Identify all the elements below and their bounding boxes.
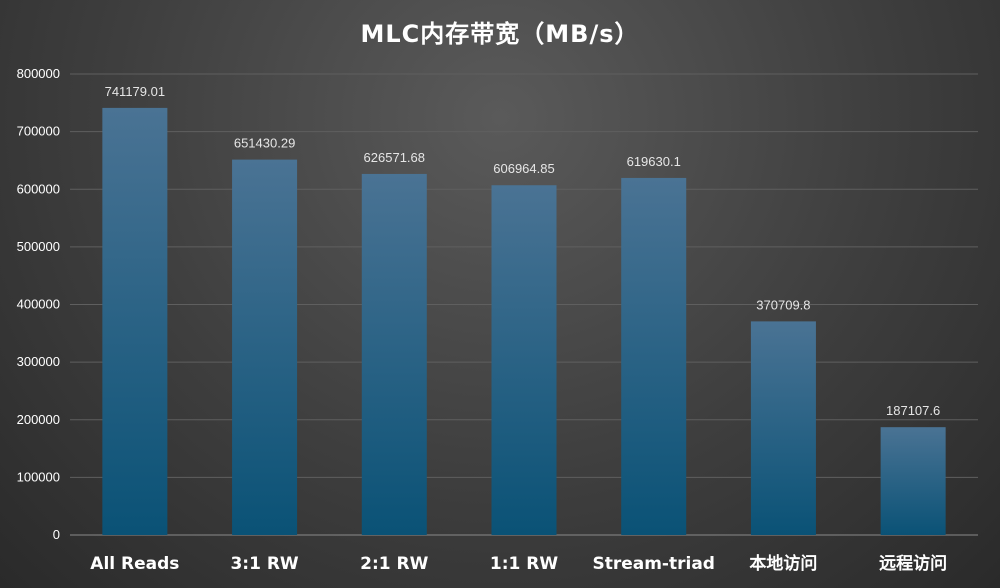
data-label: 370709.8 <box>756 297 810 312</box>
y-tick-label: 300000 <box>17 354 60 369</box>
data-label: 741179.01 <box>105 84 166 99</box>
x-category-label: 1:1 RW <box>490 554 558 574</box>
bars <box>102 107 946 536</box>
bar <box>361 173 427 536</box>
x-category-label: 本地访问 <box>749 553 817 574</box>
bar <box>621 177 687 535</box>
labels: 0 100000 200000 300000 400000 500000 600000 700… <box>17 66 948 574</box>
bar <box>750 321 816 535</box>
y-tick-label: 500000 <box>17 239 60 254</box>
x-category-label: 2:1 RW <box>360 554 428 574</box>
y-tick-label: 800000 <box>17 66 60 81</box>
y-tick-label: 400000 <box>17 297 60 312</box>
x-category-label: 3:1 RW <box>230 554 298 574</box>
y-tick-label: 200000 <box>17 412 60 427</box>
chart-title: MLC内存带宽（MB/s） <box>360 20 640 48</box>
bar <box>232 159 298 536</box>
bar <box>491 185 557 535</box>
data-label: 651430.29 <box>234 136 295 151</box>
x-category-label: All Reads <box>90 554 179 574</box>
data-label: 187107.6 <box>886 403 940 418</box>
data-label: 606964.85 <box>493 161 554 176</box>
y-tick-label: 100000 <box>17 469 60 484</box>
y-tick-label: 600000 <box>17 181 60 196</box>
y-tick-label: 700000 <box>17 124 60 139</box>
data-label: 626571.68 <box>364 150 425 165</box>
bar <box>880 427 946 535</box>
bar <box>102 107 168 535</box>
data-label: 619630.1 <box>627 154 681 169</box>
x-category-label: 远程访问 <box>879 553 947 574</box>
y-tick-label: 0 <box>53 527 60 542</box>
x-category-label: Stream-triad <box>592 554 715 574</box>
